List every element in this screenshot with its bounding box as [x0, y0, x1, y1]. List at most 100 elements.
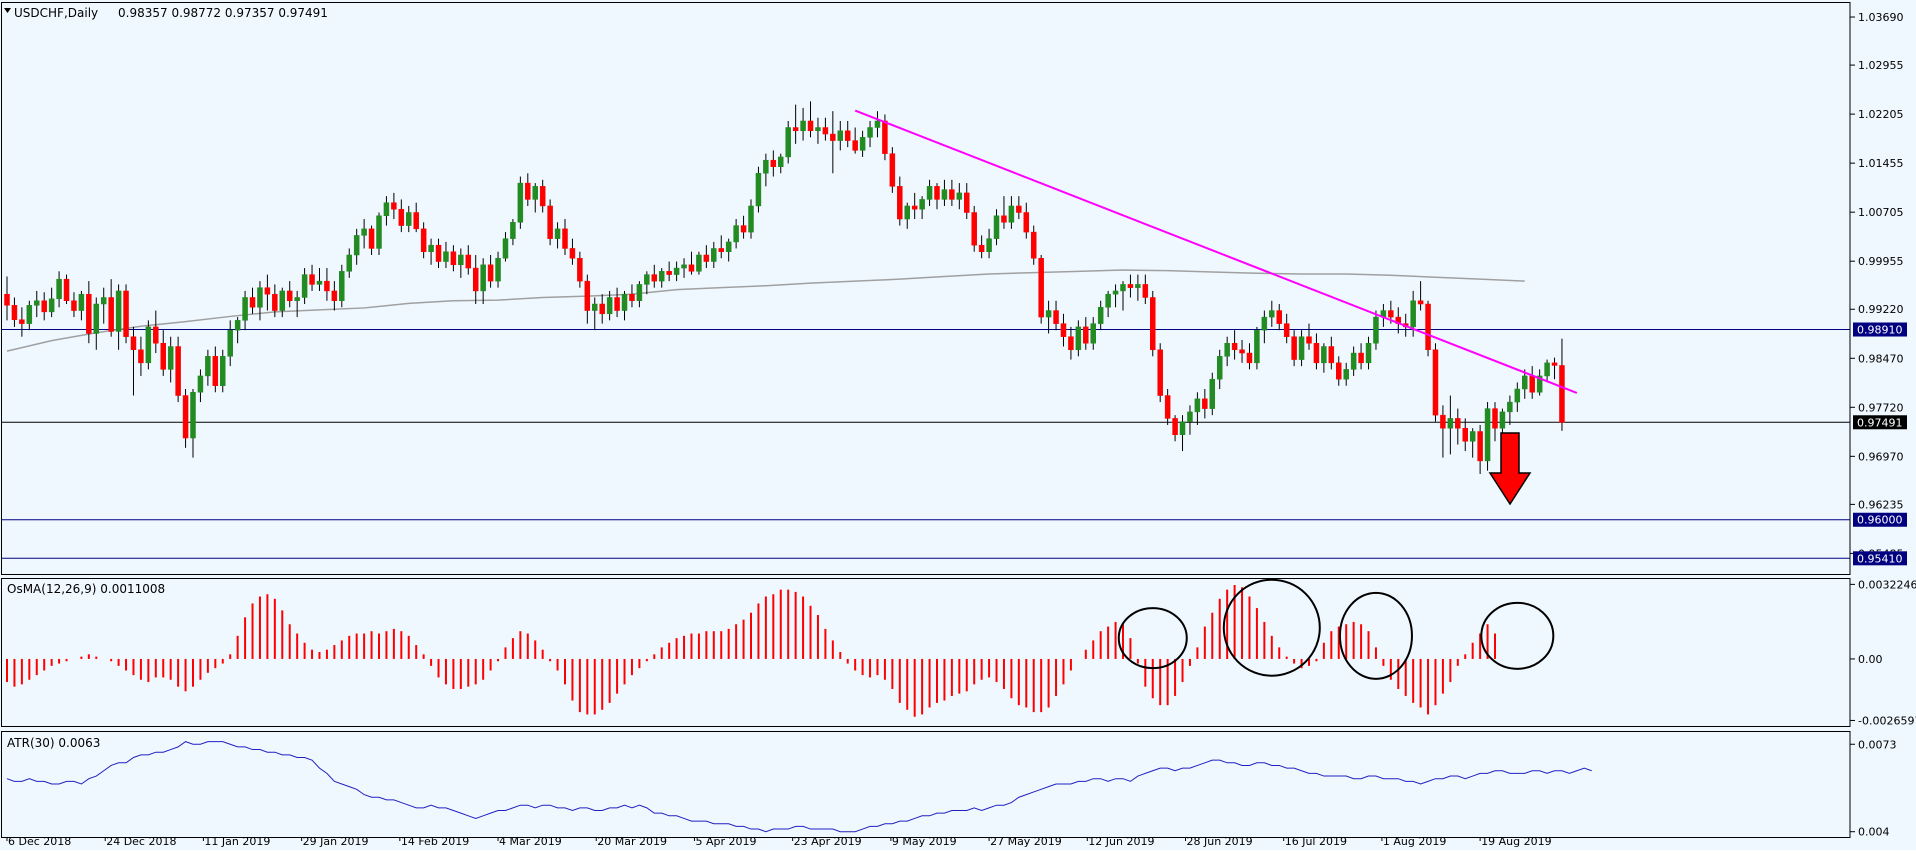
- bull-candle-body: [1373, 317, 1378, 343]
- bear-candle-body: [1165, 396, 1170, 419]
- price-tick-label: 0.99955: [1858, 255, 1904, 268]
- bear-candle-body: [42, 301, 47, 312]
- bull-candle-body: [362, 229, 367, 236]
- candle: [786, 121, 791, 163]
- bear-candle-body: [451, 252, 456, 265]
- bull-candle-body: [682, 265, 687, 268]
- bear-candle-body: [213, 356, 218, 385]
- bull-candle-body: [280, 291, 285, 311]
- bull-candle-body: [1225, 343, 1230, 356]
- bear-candle-body: [935, 186, 940, 199]
- bull-candle-body: [1135, 284, 1140, 287]
- candle: [548, 199, 553, 245]
- time-tick-label: 12 Jun 2019: [1088, 835, 1154, 848]
- bear-candle-body: [830, 134, 835, 141]
- bull-candle-body: [711, 248, 716, 261]
- bear-candle-body: [972, 212, 977, 245]
- bull-candle-body: [1254, 330, 1259, 363]
- bear-candle-body: [1173, 418, 1178, 434]
- bull-candle-body: [443, 252, 448, 262]
- bear-candle-body: [1463, 428, 1468, 441]
- bull-candle-body: [1217, 356, 1222, 379]
- price-tick-label: 1.03690: [1858, 11, 1904, 24]
- bull-candle-body: [622, 294, 627, 310]
- bear-candle-body: [1143, 284, 1148, 297]
- price-tick-label: 0.96970: [1858, 450, 1904, 463]
- bull-candle-body: [801, 121, 806, 131]
- candle: [220, 350, 225, 392]
- bull-candle-body: [458, 255, 463, 265]
- bull-candle-body: [1106, 294, 1111, 307]
- bull-candle-body: [1344, 369, 1349, 379]
- bear-candle-body: [1329, 347, 1334, 363]
- bull-candle-body: [920, 199, 925, 209]
- time-tick-label: 4 Mar 2019: [499, 835, 562, 848]
- bull-candle-body: [1321, 347, 1326, 363]
- bear-candle-body: [912, 206, 917, 209]
- candle: [518, 177, 523, 229]
- candle: [1039, 255, 1044, 324]
- bear-candle-body: [667, 271, 672, 274]
- time-tick-label: 29 Jan 2019: [303, 835, 369, 848]
- time-tick-label: 11 Jan 2019: [204, 835, 270, 848]
- time-tick-label: 27 May 2019: [990, 835, 1062, 848]
- bear-candle-body: [138, 350, 143, 363]
- bear-candle-body: [1001, 216, 1006, 223]
- bull-candle-body: [347, 255, 352, 271]
- bear-candle-body: [1068, 337, 1073, 350]
- bear-candle-body: [1240, 350, 1245, 353]
- bull-candle-body: [57, 279, 62, 299]
- bear-candle-body: [1552, 363, 1557, 366]
- bear-candle-body: [771, 160, 776, 167]
- bear-candle-body: [310, 275, 315, 285]
- bull-candle-body: [763, 160, 768, 173]
- osma-tick-label: 0.0032246: [1858, 578, 1916, 591]
- bear-candle-body: [1359, 353, 1364, 363]
- bear-candle-body: [369, 229, 374, 249]
- bull-candle-body: [994, 216, 999, 239]
- bull-candle-body: [384, 203, 389, 216]
- bear-candle-body: [1031, 232, 1036, 258]
- price-tick-label: 0.98470: [1858, 352, 1904, 365]
- bull-candle-body: [1210, 379, 1215, 408]
- time-tick-label: 9 May 2019: [892, 835, 957, 848]
- bull-candle-body: [146, 327, 151, 363]
- bull-candle-body: [1500, 412, 1505, 428]
- bear-candle-body: [1530, 376, 1535, 392]
- bear-candle-body: [689, 265, 694, 272]
- bull-candle-body: [205, 356, 210, 376]
- bull-candle-body: [905, 206, 910, 219]
- bear-candle-body: [882, 121, 887, 154]
- bear-candle-body: [964, 193, 969, 213]
- bull-candle-body: [503, 239, 508, 259]
- bull-candle-body: [1076, 327, 1081, 350]
- bear-candle-body: [183, 396, 188, 438]
- bull-candle-body: [406, 212, 411, 225]
- time-tick-label: 24 Dec 2018: [106, 835, 176, 848]
- bull-candle-body: [533, 186, 538, 199]
- bull-candle-body: [34, 301, 39, 306]
- bear-candle-body: [131, 337, 136, 350]
- bear-candle-body: [1016, 206, 1021, 213]
- bear-candle-body: [949, 190, 954, 200]
- bear-candle-body: [719, 248, 724, 251]
- bull-candle-body: [1113, 291, 1118, 294]
- bull-candle-body: [756, 173, 761, 206]
- bear-candle-body: [793, 128, 798, 131]
- bear-candle-body: [265, 288, 270, 295]
- bull-candle-body: [674, 268, 679, 275]
- candle: [146, 320, 151, 369]
- bear-candle-body: [124, 291, 129, 337]
- bear-candle-body: [1493, 409, 1498, 429]
- bear-candle-body: [1478, 431, 1483, 460]
- bull-candle-body: [868, 128, 873, 138]
- bull-candle-body: [1545, 363, 1550, 376]
- bear-candle-body: [585, 281, 590, 310]
- bull-candle-body: [637, 284, 642, 300]
- bear-candle-body: [1559, 365, 1564, 422]
- candle: [1150, 291, 1155, 356]
- price-tick-label: 1.01455: [1858, 157, 1904, 170]
